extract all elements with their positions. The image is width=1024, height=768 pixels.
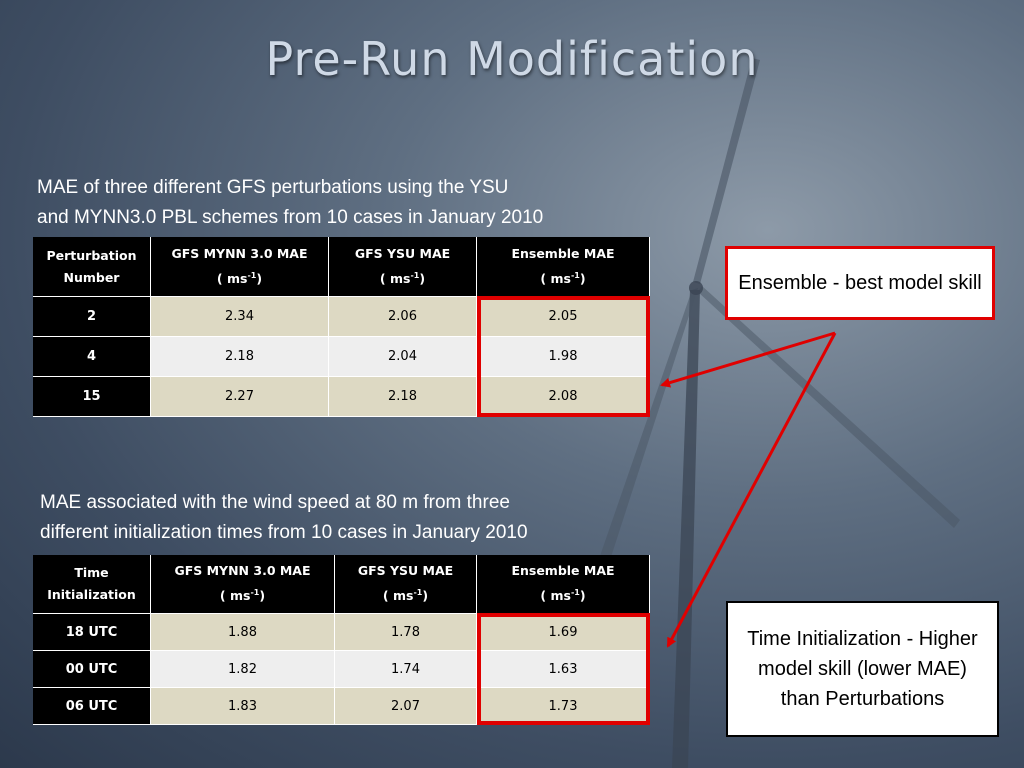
table-cell: 1.63: [477, 651, 650, 688]
caption-line: MAE associated with the wind speed at 80…: [40, 492, 510, 513]
unit-text: ): [579, 271, 586, 287]
header-line: Initialization: [47, 587, 136, 602]
table-cell: 2.18: [151, 337, 329, 377]
unit-text: ( ms: [219, 588, 251, 604]
header-line: GFS MYNN 3.0 MAE: [174, 563, 311, 579]
caption-line: and MYNN3.0 PBL schemes from 10 cases in…: [37, 207, 544, 228]
unit-exponent: -1: [413, 588, 423, 598]
header-line: Ensemble MAE: [511, 563, 615, 579]
table-cell: 2.06: [329, 297, 477, 337]
unit-text: ( ms: [540, 271, 571, 287]
table-cell: 1.98: [477, 337, 650, 377]
caption-line: different initialization times from 10 c…: [40, 522, 528, 543]
unit-text: ): [256, 271, 263, 287]
table-caption: MAE of three different GFS perturbations…: [37, 173, 543, 233]
unit-exponent: -1: [247, 270, 257, 280]
table-cell: 2.27: [151, 377, 329, 417]
callout: Ensemble - best model skill: [725, 246, 995, 320]
table-cell: 2.07: [335, 688, 477, 725]
header-line: GFS YSU MAE: [357, 563, 454, 579]
row-label: 06 UTC: [33, 688, 151, 725]
unit-exponent: -1: [570, 588, 580, 598]
header-unit: ( ms-1): [540, 265, 585, 290]
header-line: Perturbation: [46, 247, 137, 263]
table-cell: 1.73: [477, 688, 650, 725]
header-unit: ( ms-1): [380, 265, 425, 290]
row-label: 2: [33, 297, 151, 337]
table-cell: 1.83: [151, 688, 335, 725]
unit-text: ): [579, 588, 586, 604]
table-caption: MAE associated with the wind speed at 80…: [40, 488, 528, 548]
header-unit: ( ms-1): [220, 582, 265, 607]
slide-title: Pre-Run Modification: [265, 32, 759, 86]
unit-exponent: -1: [570, 270, 580, 280]
row-label: 18 UTC: [33, 614, 151, 651]
table-cell: 2.08: [477, 377, 650, 417]
header-cell: Time Initialization: [33, 555, 151, 614]
row-label: 15: [33, 377, 151, 417]
highlight-box: [477, 613, 650, 725]
header-unit: ( ms-1): [540, 582, 585, 607]
header-line: GFS YSU MAE: [354, 245, 451, 261]
unit-exponent: -1: [250, 588, 260, 598]
header-unit: ( ms-1): [217, 265, 262, 290]
callout: Time Initialization - Higher model skill…: [726, 601, 999, 737]
unit-text: ): [259, 588, 266, 604]
header-cell: Perturbation Number: [33, 237, 151, 297]
table-cell: 1.69: [477, 614, 650, 651]
header-line: GFS MYNN 3.0 MAE: [171, 245, 308, 261]
header-cell: GFS MYNN 3.0 MAE ( ms-1): [151, 555, 335, 614]
table-cell: 1.82: [151, 651, 335, 688]
table-cell: 1.74: [335, 651, 477, 688]
header-line: Time: [74, 565, 109, 580]
caption-line: MAE of three different GFS perturbations…: [37, 177, 509, 198]
unit-text: ): [419, 271, 426, 287]
header-line: Number: [63, 269, 120, 285]
unit-text: ( ms: [379, 271, 411, 287]
unit-text: ( ms: [216, 271, 248, 287]
table-cell: 2.04: [329, 337, 477, 377]
unit-text: ( ms: [382, 588, 414, 604]
unit-exponent: -1: [410, 270, 420, 280]
header-line: Ensemble MAE: [511, 245, 615, 261]
highlight-box: [477, 296, 650, 417]
table-cell: 2.18: [329, 377, 477, 417]
row-label: 4: [33, 337, 151, 377]
table-cell: 2.34: [151, 297, 329, 337]
header-unit: ( ms-1): [383, 582, 428, 607]
header-cell: GFS YSU MAE ( ms-1): [335, 555, 477, 614]
header-cell: GFS YSU MAE ( ms-1): [329, 237, 477, 297]
unit-text: ): [422, 588, 429, 604]
table-cell: 1.78: [335, 614, 477, 651]
row-label: 00 UTC: [33, 651, 151, 688]
header-cell: GFS MYNN 3.0 MAE ( ms-1): [151, 237, 329, 297]
table-cell: 2.05: [477, 297, 650, 337]
unit-text: ( ms: [540, 588, 571, 604]
table-cell: 1.88: [151, 614, 335, 651]
